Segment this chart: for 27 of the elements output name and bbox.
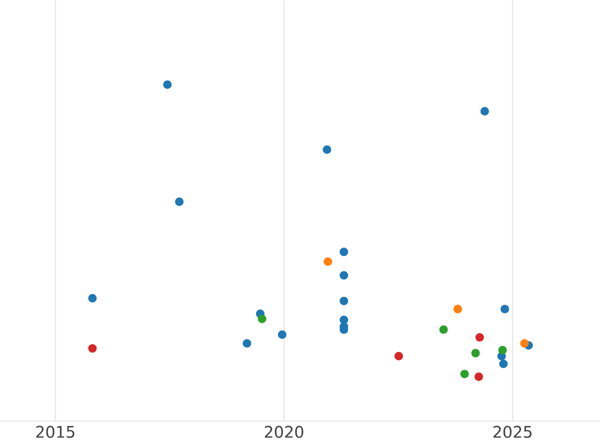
point — [340, 247, 348, 256]
point — [460, 370, 469, 378]
point — [278, 330, 286, 339]
x-tick-label: 2020 — [264, 426, 304, 438]
point — [324, 257, 332, 266]
point — [471, 348, 480, 358]
point — [163, 80, 172, 89]
point — [498, 346, 507, 354]
point — [453, 304, 462, 314]
point — [520, 338, 529, 348]
point — [175, 197, 184, 206]
point — [394, 352, 404, 360]
point — [500, 304, 510, 314]
point — [475, 332, 484, 342]
point — [322, 145, 332, 154]
point — [258, 314, 266, 323]
point — [88, 294, 97, 302]
point — [340, 296, 348, 306]
point — [474, 372, 484, 381]
point — [439, 325, 448, 334]
point — [480, 106, 489, 116]
point — [242, 338, 252, 348]
point — [88, 344, 97, 353]
point — [340, 271, 348, 280]
x-tick-label: 2025 — [493, 426, 532, 438]
point — [499, 360, 508, 368]
x-tick-label: 2015 — [36, 426, 74, 438]
